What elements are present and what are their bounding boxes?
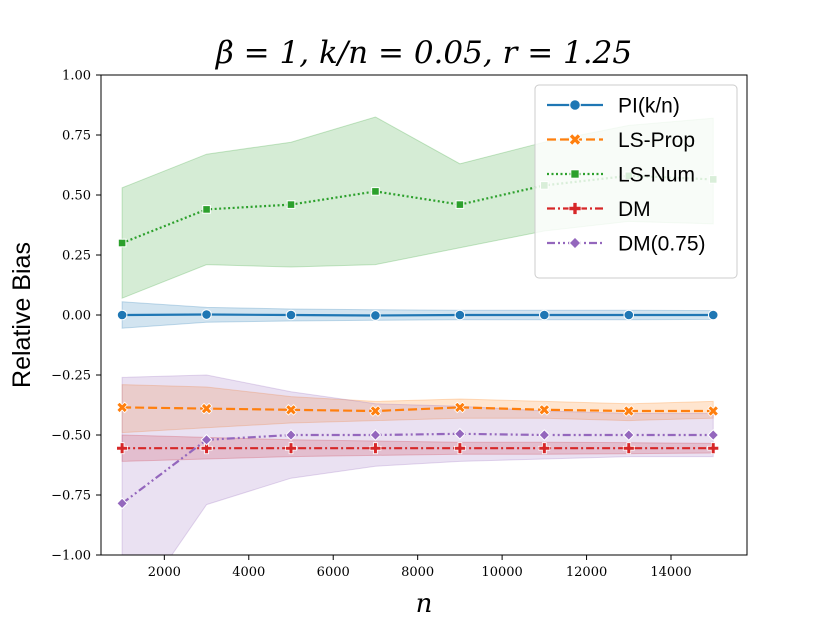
- line-ls-prop: [122, 406, 714, 413]
- legend-label: LS-Num: [618, 164, 695, 187]
- legend-label: LS-Prop: [618, 129, 695, 152]
- point-dm: [200, 442, 213, 455]
- point-dm-0-75: [116, 497, 129, 510]
- point-dm-0-75: [369, 429, 382, 441]
- legend-marker: [568, 202, 582, 215]
- point-ls-prop: [538, 404, 551, 416]
- x-tick-label: 8000: [401, 565, 434, 580]
- x-tick-label: 14000: [650, 565, 691, 580]
- point-ls-prop: [200, 402, 213, 415]
- y-axis-label: Relative Bias: [8, 242, 36, 388]
- x-tick-label: 4000: [232, 565, 265, 580]
- legend-label: DM: [618, 198, 651, 221]
- point-dm: [453, 442, 466, 455]
- point-pi-k-n: [285, 309, 297, 321]
- series-markers: [116, 171, 720, 510]
- point-pi-k-n: [370, 310, 381, 321]
- x-tick-label: 12000: [566, 565, 607, 580]
- line-pi-k-n: [122, 313, 714, 317]
- point-dm-0-75: [707, 429, 720, 441]
- legend-marker: [568, 133, 582, 146]
- legend-marker: [568, 236, 582, 250]
- x-tick-label: 10000: [481, 565, 522, 580]
- point-dm: [116, 442, 129, 455]
- point-dm: [622, 442, 635, 455]
- point-ls-prop: [454, 401, 466, 414]
- legend-label: DM(0.75): [618, 233, 706, 256]
- point-pi-k-n: [539, 309, 550, 321]
- point-dm-0-75: [285, 429, 297, 441]
- y-tick-label: 0.25: [62, 249, 91, 264]
- y-tick-label: −0.25: [51, 369, 91, 384]
- legend-marker: [570, 169, 580, 179]
- point-ls-num: [202, 205, 211, 214]
- legend-marker: [569, 99, 581, 111]
- point-ls-num: [117, 238, 127, 248]
- point-pi-k-n: [454, 309, 466, 321]
- band-ls-prop: [121, 384, 714, 434]
- y-tick-label: 1.00: [62, 69, 91, 84]
- x-tick-label: 6000: [317, 565, 350, 580]
- band-dm-0-75: [121, 374, 714, 555]
- point-ls-num: [371, 187, 380, 196]
- point-ls-prop: [285, 404, 297, 416]
- x-axis-label: n: [416, 589, 433, 619]
- point-dm-0-75: [538, 429, 551, 441]
- y-tick-label: 0.75: [62, 129, 91, 144]
- point-dm: [538, 442, 551, 455]
- legend-label: PI(k/n): [618, 95, 680, 118]
- point-dm: [285, 442, 297, 455]
- point-pi-k-n: [116, 309, 128, 321]
- x-tick-label: 2000: [148, 565, 181, 580]
- point-ls-prop: [369, 405, 382, 417]
- line-ls-num: [121, 174, 714, 245]
- series-lines: [121, 174, 714, 505]
- point-pi-k-n: [201, 309, 212, 320]
- point-dm-0-75: [200, 433, 213, 446]
- y-tick-label: 0.50: [62, 189, 91, 204]
- y-tick-label: −0.75: [51, 489, 91, 504]
- point-ls-prop: [622, 405, 635, 417]
- point-dm-0-75: [453, 427, 466, 440]
- legend: PI(k/n) LS-Prop LS-Num DM DM(0.75): [534, 84, 738, 279]
- point-dm: [707, 442, 720, 455]
- x-axis-ticks: 2000 4000 6000 8000 10000 12000 14000: [148, 555, 692, 580]
- point-ls-prop: [707, 405, 720, 417]
- line-dm-0-75: [121, 432, 714, 505]
- point-dm: [369, 442, 382, 455]
- y-tick-label: −1.00: [51, 549, 91, 564]
- y-tick-label: −0.50: [51, 429, 91, 444]
- point-ls-num: [455, 200, 465, 209]
- legend-box: [534, 84, 738, 279]
- chart-title: β = 1, k/n = 0.05, r = 1.25: [215, 35, 632, 71]
- point-pi-k-n: [707, 309, 719, 321]
- point-ls-num: [286, 200, 296, 209]
- y-axis-ticks: −1.00 −0.75 −0.50 −0.25 0.00 0.25 0.50 0.75 1.00: [51, 69, 101, 564]
- point-ls-prop: [116, 401, 128, 414]
- y-tick-label: 0.00: [62, 309, 91, 324]
- point-dm-0-75: [622, 429, 635, 441]
- point-pi-k-n: [623, 309, 635, 321]
